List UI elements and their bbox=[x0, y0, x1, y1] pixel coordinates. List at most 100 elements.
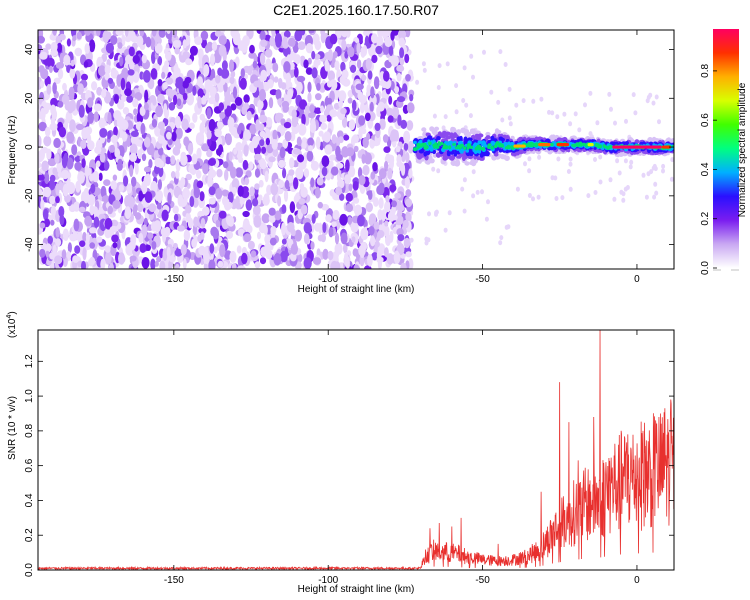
noise-blob bbox=[390, 129, 399, 142]
noise-blob bbox=[390, 31, 395, 41]
noise-blob bbox=[285, 72, 292, 85]
noise-blob bbox=[307, 137, 314, 147]
spectrogram-signal-layer bbox=[409, 49, 674, 246]
y-tick-label: 20 bbox=[24, 92, 35, 104]
noise-blob bbox=[89, 242, 96, 249]
noise-blob bbox=[321, 166, 328, 177]
noise-blob bbox=[403, 237, 411, 249]
noise-blob bbox=[104, 218, 113, 230]
noise-blob bbox=[166, 131, 172, 140]
noise-blob bbox=[77, 171, 85, 184]
noise-blob bbox=[45, 250, 50, 258]
signal-blob bbox=[427, 141, 432, 146]
noise-blob bbox=[40, 242, 47, 249]
noise-blob bbox=[338, 99, 344, 108]
signal-blob bbox=[529, 142, 533, 147]
noise-blob bbox=[405, 212, 412, 222]
noise-blob bbox=[313, 107, 322, 114]
noise-blob bbox=[117, 99, 125, 110]
noise-blob bbox=[89, 39, 96, 53]
y-tick-label: 0 bbox=[24, 144, 35, 150]
noise-blob bbox=[340, 232, 348, 245]
noise-blob bbox=[321, 155, 330, 167]
noise-blob bbox=[118, 184, 125, 193]
noise-blob bbox=[229, 59, 234, 73]
noise-blob bbox=[317, 201, 323, 209]
noise-blob bbox=[176, 225, 185, 232]
noise-blob bbox=[46, 57, 55, 68]
noise-blob bbox=[241, 252, 248, 265]
noise-blob bbox=[202, 206, 210, 216]
noise-blob bbox=[292, 148, 302, 155]
signal-blob bbox=[451, 154, 455, 160]
signal-scatter bbox=[462, 65, 467, 71]
noise-blob bbox=[311, 67, 318, 79]
signal-scatter bbox=[447, 210, 452, 216]
noise-blob bbox=[298, 99, 308, 110]
noise-blob bbox=[214, 128, 222, 138]
noise-blob bbox=[387, 115, 394, 123]
noise-blob bbox=[392, 106, 400, 119]
noise-blob bbox=[350, 220, 359, 233]
noise-blob bbox=[48, 65, 53, 74]
noise-blob bbox=[362, 164, 370, 176]
noise-blob bbox=[129, 164, 134, 177]
noise-blob bbox=[323, 131, 331, 143]
noise-blob bbox=[229, 166, 237, 179]
noise-blob bbox=[258, 194, 263, 201]
noise-blob bbox=[195, 132, 204, 145]
noise-blob bbox=[396, 228, 404, 237]
signal-blob bbox=[550, 142, 554, 147]
noise-blob bbox=[38, 135, 42, 148]
noise-blob bbox=[344, 256, 350, 263]
noise-blob bbox=[174, 46, 180, 55]
noise-blob bbox=[156, 256, 162, 263]
noise-blob bbox=[373, 197, 379, 207]
noise-blob bbox=[330, 166, 339, 176]
signal-blob bbox=[455, 158, 460, 166]
noise-blob bbox=[324, 144, 333, 155]
signal-scatter bbox=[615, 158, 620, 164]
noise-blob bbox=[69, 233, 78, 242]
noise-blob bbox=[150, 258, 156, 269]
noise-blob bbox=[157, 135, 165, 144]
noise-blob bbox=[38, 65, 45, 73]
signal-scatter bbox=[654, 190, 659, 196]
noise-blob bbox=[341, 69, 349, 79]
noise-blob bbox=[224, 169, 229, 181]
noise-blob bbox=[328, 227, 334, 238]
noise-blob bbox=[339, 213, 348, 226]
noise-blob bbox=[82, 247, 87, 261]
noise-blob bbox=[288, 169, 295, 176]
noise-blob bbox=[320, 105, 325, 113]
noise-blob bbox=[61, 249, 67, 260]
noise-blob bbox=[379, 168, 387, 180]
signal-scatter bbox=[503, 62, 508, 67]
noise-blob bbox=[312, 33, 320, 46]
signal-blob bbox=[450, 160, 457, 166]
signal-blob bbox=[448, 140, 453, 145]
noise-blob bbox=[283, 30, 291, 39]
noise-blob bbox=[87, 133, 92, 146]
noise-blob bbox=[310, 177, 315, 188]
noise-blob bbox=[173, 94, 178, 106]
noise-blob bbox=[111, 234, 119, 243]
noise-blob bbox=[165, 88, 174, 96]
noise-blob bbox=[385, 195, 390, 203]
signal-scatter bbox=[624, 118, 628, 124]
signal-scatter bbox=[475, 189, 480, 195]
noise-blob bbox=[241, 105, 248, 115]
signal-scatter bbox=[443, 114, 448, 120]
noise-blob bbox=[38, 35, 45, 44]
signal-blob bbox=[479, 152, 485, 157]
noise-blob bbox=[49, 174, 56, 183]
signal-scatter bbox=[669, 176, 674, 182]
noise-blob bbox=[368, 213, 377, 225]
noise-blob bbox=[134, 92, 143, 101]
noise-blob bbox=[365, 202, 373, 213]
signal-scatter bbox=[623, 158, 628, 164]
noise-blob bbox=[386, 107, 394, 117]
noise-blob bbox=[294, 54, 301, 65]
signal-blob bbox=[448, 145, 452, 150]
noise-blob bbox=[174, 115, 181, 129]
